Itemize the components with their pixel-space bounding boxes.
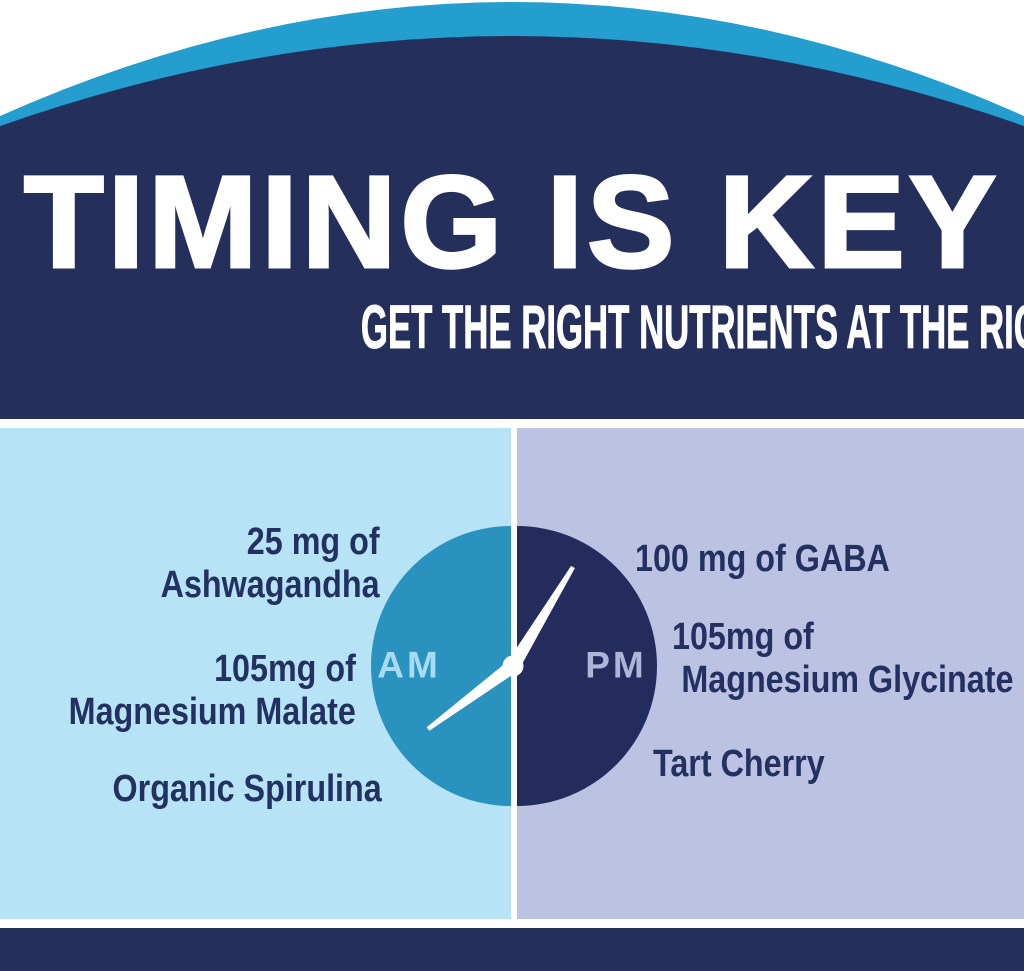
clock-am-half (371, 526, 511, 806)
clock-am-label: AM (377, 645, 441, 686)
nutrient-amount: 105mg of (214, 648, 356, 690)
page-subtitle-text: GET THE RIGHT NUTRIENTS AT THE RIGHT TIM… (360, 293, 1024, 361)
nutrient-name: Magnesium Malate (68, 691, 356, 733)
am-nutrient-ashwagandha: 25 mg of Ashwagandha (161, 521, 380, 607)
arch-navy-dome (0, 36, 1024, 419)
am-nutrient-magnesium-malate: 105mg of Magnesium Malate (69, 648, 356, 734)
nutrient-amount: 25 mg of (247, 521, 380, 563)
clock-center-dot (502, 655, 524, 677)
pm-nutrient-tart-cherry: Tart Cherry (653, 743, 825, 786)
am-pm-clock: AM PM (371, 526, 657, 806)
pm-nutrient-magnesium-glycinate: 105mg of Magnesium Glycinate (672, 616, 1013, 702)
clock-minute-hand (507, 565, 575, 670)
nutrient-name: Organic Spirulina (112, 768, 382, 810)
nutrient-name: Tart Cherry (653, 743, 825, 785)
clock-hour-hand (426, 660, 518, 731)
header-arch (0, 2, 1024, 419)
nutrient-name: Magnesium Glycinate (681, 659, 1014, 701)
pm-nutrient-gaba: 100 mg of GABA (635, 538, 890, 581)
page-title: TIMING IS KEY (22, 148, 1001, 295)
clock-pm-label: PM (585, 645, 647, 686)
nutrient-name: 100 mg of GABA (635, 538, 890, 580)
footer-bar (0, 928, 1024, 971)
nutrient-name: Ashwagandha (161, 564, 380, 606)
page-subtitle: GET THE RIGHT NUTRIENTS AT THE RIGHT TIM… (0, 293, 1024, 361)
nutrient-amount: 105mg of (672, 616, 814, 658)
am-nutrient-organic-spirulina: Organic Spirulina (113, 768, 382, 811)
